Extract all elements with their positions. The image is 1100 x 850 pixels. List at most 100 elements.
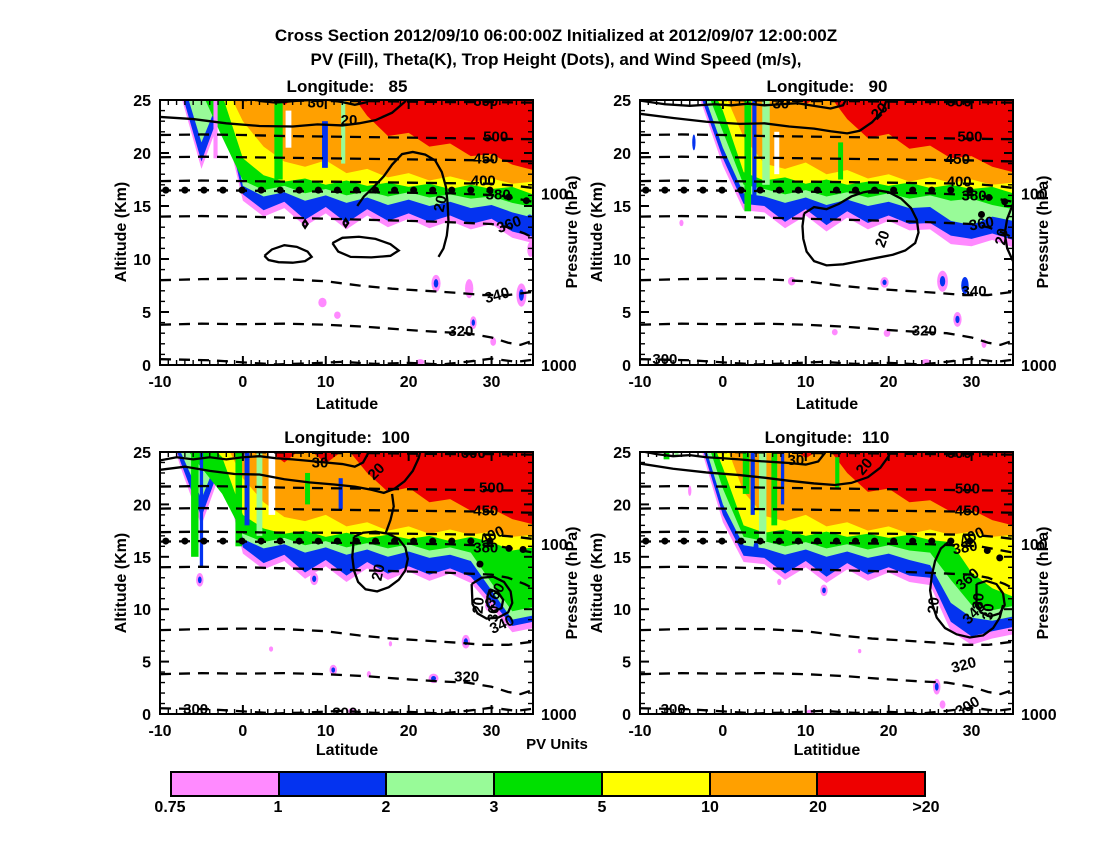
contour-label-500: 500	[479, 480, 504, 497]
y-tick-label: 25	[613, 93, 631, 110]
xaxis-label-lon110: Latitidue	[793, 742, 861, 759]
pv-blob-core	[955, 315, 960, 324]
pv-blob-core	[882, 279, 887, 285]
contour-label-450: 450	[955, 503, 980, 520]
contour-label-380: 380	[951, 537, 979, 558]
pressure-tick-label: 100	[541, 537, 568, 554]
pv-streak	[774, 131, 780, 175]
pv-band-20	[270, 452, 533, 525]
x-tick-label: 0	[718, 723, 727, 740]
pv-blob-core	[433, 279, 439, 288]
trop-dot	[219, 537, 227, 545]
figure-title: Cross Section 2012/09/10 06:00:00Z Initi…	[274, 26, 838, 45]
y-tick-label: 5	[622, 655, 631, 672]
theta-contour-600	[160, 100, 533, 104]
pv-blob	[857, 649, 862, 654]
theta-contour-600	[640, 452, 1013, 456]
pv-blob	[831, 328, 838, 336]
x-tick-label: 20	[400, 723, 418, 740]
x-tick-label: 0	[238, 374, 247, 391]
axes-frame	[639, 99, 1014, 366]
trop-dot	[162, 537, 170, 545]
theta-contour-500	[640, 133, 1013, 141]
wind-contour	[301, 218, 309, 230]
x-tick-label: 30	[483, 723, 501, 740]
trop-dot	[794, 537, 802, 545]
theta-contour-320	[640, 671, 1013, 696]
wind-contour	[263, 244, 314, 264]
contour-label-450: 450	[945, 151, 970, 168]
trop-dot	[661, 537, 669, 545]
colorbar: 0.75 1 2 3 5 10 20 >20	[154, 771, 940, 816]
pv-streak	[322, 121, 328, 168]
y-tick-label: 15	[613, 199, 631, 216]
theta-contour-360	[640, 565, 1013, 590]
trop-dot	[928, 186, 936, 194]
trop-dot	[680, 537, 688, 545]
trop-dot	[352, 186, 360, 194]
trop-dot	[448, 537, 456, 545]
contour-label-20: 20	[470, 596, 488, 614]
contour-label-380: 380	[473, 539, 498, 556]
wind-contour	[160, 100, 408, 128]
trop-dot	[966, 186, 974, 194]
wind-contour	[331, 235, 401, 259]
wind-contour	[160, 452, 422, 495]
y-tick-label: 15	[613, 550, 631, 567]
trop-dot	[909, 186, 917, 194]
pv-blob	[525, 214, 533, 228]
pv-streak	[835, 457, 840, 489]
pressure-tick-label: 1000	[1021, 358, 1057, 375]
trop-dot	[467, 186, 475, 194]
y-tick-label: 10	[133, 252, 151, 269]
pressure-tick-label: 1000	[541, 707, 577, 724]
trop-dot	[1001, 198, 1009, 206]
trop-dot	[947, 537, 955, 545]
wind-contour	[351, 530, 410, 593]
axes-frame	[639, 451, 1014, 715]
theta-contour-320	[160, 671, 533, 696]
x-tick-label: 30	[483, 374, 501, 391]
colorbar-boundary-label: 2	[381, 799, 391, 816]
pv-streak	[758, 452, 767, 542]
wind-contour	[255, 100, 371, 106]
x-tick-label: 10	[317, 374, 335, 391]
axes-frame	[159, 99, 534, 366]
trop-dot	[871, 186, 879, 194]
pv-blob	[939, 700, 946, 709]
xaxis-label-lon100: Latitude	[315, 742, 379, 759]
contour-label-600: 600	[461, 445, 486, 462]
pv-streak	[268, 452, 276, 515]
contour-label-600: 600	[947, 94, 972, 111]
theta-contour-500	[160, 484, 533, 492]
trop-dot	[871, 537, 879, 545]
contour-label-30: 30	[969, 592, 987, 610]
y-tick-label: 0	[142, 358, 151, 375]
trop-dot	[448, 186, 456, 194]
y-tick-label: 25	[133, 445, 151, 462]
contour-label-320: 320	[448, 323, 473, 340]
y-tick-label: 5	[622, 305, 631, 322]
y-tick-label: 5	[142, 655, 151, 672]
y-tick-label: 5	[142, 305, 151, 322]
trop-dot	[391, 186, 399, 194]
colorbar-cell	[601, 771, 710, 797]
theta-contour-340	[640, 277, 1013, 297]
wind-contour	[160, 452, 371, 468]
theta-contour-450	[160, 506, 533, 514]
colorbar-boundary-label: 5	[597, 799, 607, 816]
colorbar-boundary-label: 3	[489, 799, 499, 816]
trop-dot	[775, 186, 783, 194]
pv-blob	[777, 578, 782, 586]
xaxis-label-lon90: Latitude	[795, 396, 859, 413]
pressure-tick-label: 100	[1021, 537, 1048, 554]
theta-contour-360	[160, 214, 533, 239]
pv-band-20	[764, 100, 1013, 173]
y-tick-label: 15	[133, 550, 151, 567]
contour-label-380: 380	[486, 186, 511, 203]
wind-contour	[1003, 203, 1013, 262]
theta-contour-360	[160, 565, 533, 590]
